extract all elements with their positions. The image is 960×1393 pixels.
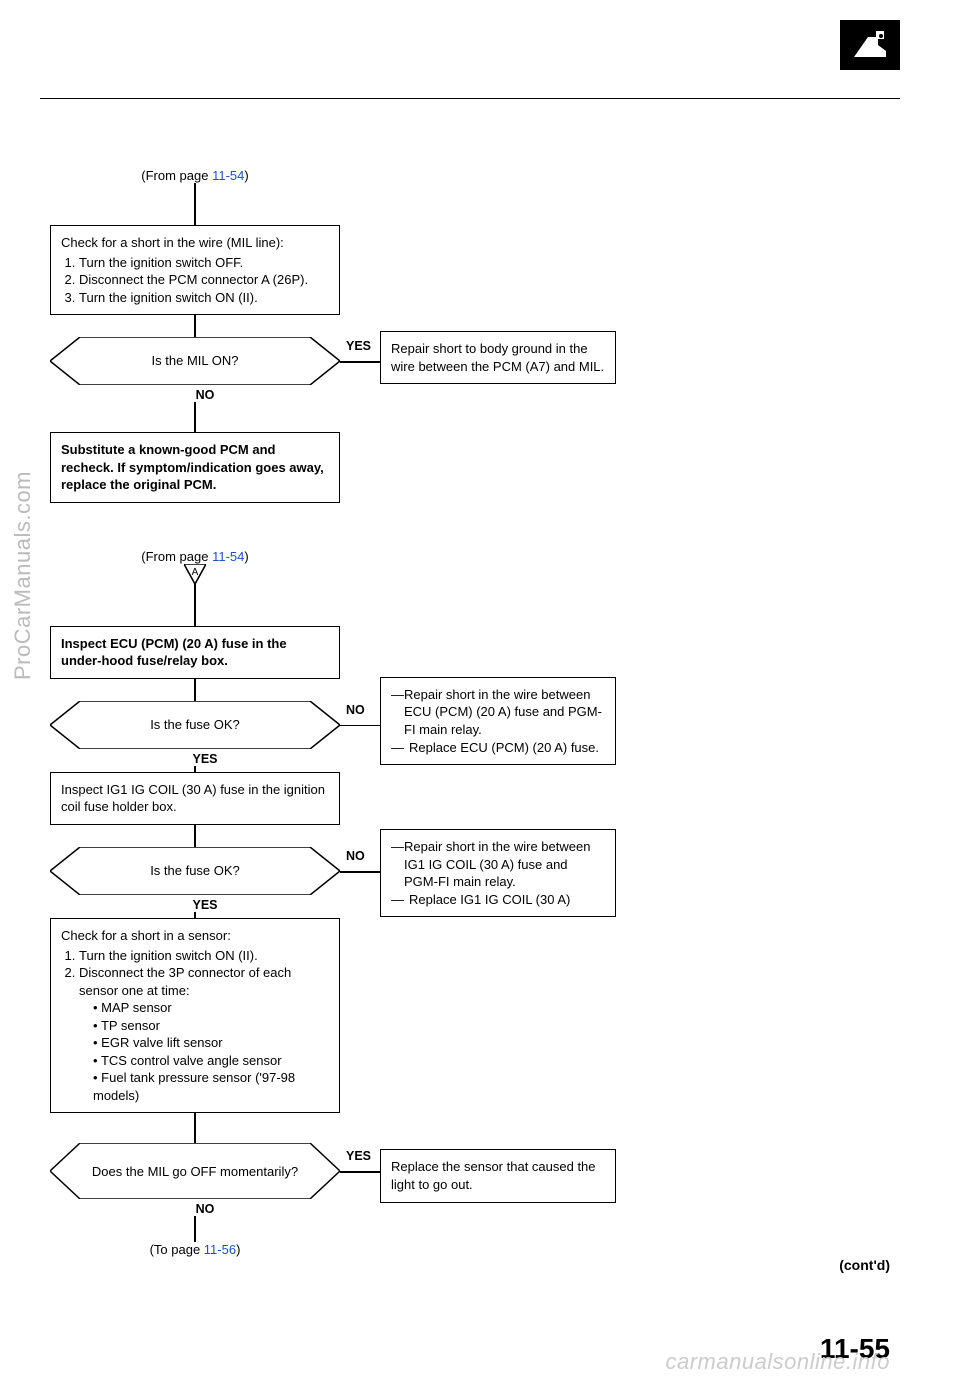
continued-label: (cont'd) [839,1257,890,1273]
svg-text:A: A [192,567,199,578]
yes-label: YES [346,339,371,353]
decision-fuse-1: Is the fuse OK? NO —Repair short in the … [50,701,340,749]
repair-short-mil-box: Repair short to body ground in the wire … [380,331,616,384]
replace-sensor-box: Replace the sensor that caused the light… [380,1149,616,1202]
fuel-nozzle-icon [840,20,900,70]
decision-mil-on: Is the MIL ON? YES Repair short to body … [50,337,340,385]
from-page-1: (From page 11-54) [50,168,340,183]
connector-line [340,361,380,363]
connector-a-icon: A [184,564,206,584]
connector-line [194,679,196,701]
connector-line [194,402,196,432]
page-link[interactable]: 11-54 [212,168,244,183]
check-short-sensor-box: Check for a short in a sensor: Turn the … [50,918,340,1113]
yes-label: YES [50,752,340,766]
watermark-vertical: ProCarManuals.com [10,471,36,680]
connector-line [194,584,196,626]
inspect-ig1-fuse-box: Inspect IG1 IG COIL (30 A) fuse in the i… [50,772,340,825]
connector-line [194,766,196,772]
header-rule [40,98,900,99]
no-label: NO [346,849,365,863]
page-link[interactable]: 11-56 [204,1242,236,1257]
connector-line [194,825,196,847]
repair-ecu-fuse-box: —Repair short in the wire between ECU (P… [380,677,616,765]
from-page-2: (From page 11-54) [50,549,340,564]
connector-line [194,183,196,225]
repair-ig1-fuse-box: —Repair short in the wire between IG1 IG… [380,829,616,917]
yes-label: YES [346,1149,371,1163]
yes-label: YES [50,898,340,912]
connector-line [194,1113,196,1143]
no-label: NO [50,1202,340,1216]
page-link[interactable]: 11-54 [212,549,244,564]
to-page: (To page 11-56) [50,1242,340,1257]
substitute-pcm-box: Substitute a known-good PCM and recheck.… [50,432,340,503]
decision-fuse-2: Is the fuse OK? NO —Repair short in the … [50,847,340,895]
watermark-bottom: carmanualsonline.info [665,1349,890,1375]
connector-line [340,725,380,727]
connector-line [340,1171,380,1173]
connector-line [194,315,196,337]
decision-mil-off: Does the MIL go OFF momentarily? YES Rep… [50,1143,340,1199]
no-label: NO [346,703,365,717]
connector-line [194,912,196,918]
connector-line [340,871,380,873]
connector-line [194,1216,196,1242]
inspect-ecu-fuse-box: Inspect ECU (PCM) (20 A) fuse in the und… [50,626,340,679]
check-short-wire-box: Check for a short in the wire (MIL line)… [50,225,340,315]
no-label: NO [50,388,340,402]
